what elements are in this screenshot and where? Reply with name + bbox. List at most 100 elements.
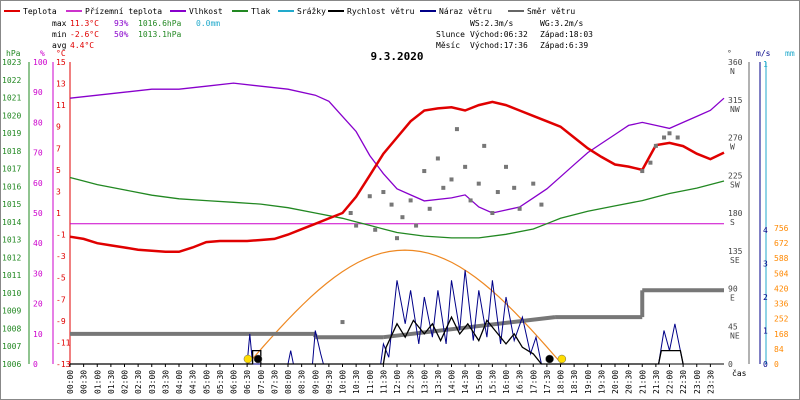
wind-direction-point: [539, 202, 544, 207]
tick-hpa: 1007: [2, 342, 21, 351]
wind-direction-point: [648, 160, 653, 165]
tick-hpa: 1011: [2, 271, 21, 280]
wind-direction-point: [395, 236, 399, 241]
wind-direction-point: [373, 227, 378, 232]
moon-rise: Východ:17:36: [470, 41, 528, 50]
wind-direction-point: [449, 177, 454, 182]
sun-moon-marker: [243, 354, 253, 364]
tick-pct: 70: [33, 149, 43, 158]
sun-set: Západ:18:03: [540, 30, 593, 39]
wind-ws: WS:2.3m/s: [470, 19, 514, 28]
tick-temp: -3: [56, 252, 66, 261]
tick-hpa: 1006: [2, 360, 21, 369]
tick-deg: 0: [728, 360, 733, 369]
tick-deg: 135: [728, 247, 743, 256]
stat-max-hum: 93%: [114, 19, 129, 28]
tick-pct: 30: [33, 269, 43, 278]
tick-pct: 50: [33, 209, 43, 218]
axis-pct-label: %: [40, 49, 45, 58]
tick-dir: S: [730, 218, 735, 227]
tick-pct: 60: [33, 179, 43, 188]
wind-direction-point: [662, 135, 667, 140]
tick-mm: 84: [774, 345, 784, 354]
tick-time: 03:00: [148, 370, 157, 394]
tick-time: 02:30: [134, 370, 143, 394]
tick-temp: -7: [56, 295, 66, 304]
tick-time: 11:30: [379, 370, 388, 394]
tick-mm: 672: [774, 239, 789, 248]
tick-hpa: 1023: [2, 58, 21, 67]
tick-temp: 13: [56, 80, 66, 89]
tick-temp: 9: [56, 123, 61, 132]
sun-moon-marker: [557, 354, 567, 364]
axis-c-label: °C: [56, 49, 66, 58]
stat-max-rain: 0.0mm: [196, 19, 220, 28]
moon-set: Západ:6:39: [540, 41, 588, 50]
legend-label: Náraz větru: [439, 7, 492, 16]
tick-time: 13:30: [434, 370, 443, 394]
tick-time: 04:00: [175, 370, 184, 394]
tick-time: 17:00: [529, 370, 538, 394]
tick-temp: 3: [56, 187, 61, 196]
sun-elevation-line: [247, 249, 563, 365]
tick-time: 06:00: [230, 370, 239, 394]
tick-temp: -1: [56, 231, 66, 240]
tick-deg: 45: [728, 322, 738, 331]
tick-time: 04:30: [189, 370, 198, 394]
wind-direction-point: [408, 198, 413, 203]
temperature-line: [69, 100, 725, 254]
sun-moon-marker: [545, 354, 554, 364]
legend-label: Srážky: [297, 7, 326, 16]
tick-time: 21:00: [638, 370, 647, 394]
tick-deg: 90: [728, 285, 738, 294]
stat-avg-temp: 4.4°C: [70, 41, 94, 50]
axis-deg-label: °: [727, 49, 732, 58]
tick-time: 01:00: [93, 370, 102, 394]
tick-mm: 168: [774, 330, 789, 339]
tick-hpa: 1012: [2, 253, 21, 262]
stat-min-hum: 50%: [114, 30, 129, 39]
wind-wg: WG:3.2m/s: [540, 19, 584, 28]
tick-deg: 225: [728, 171, 743, 180]
wind-direction-point: [463, 164, 468, 169]
wind-direction-point: [517, 206, 522, 211]
tick-time: 19:00: [584, 370, 593, 394]
wind-direction-point: [414, 223, 419, 228]
tick-dir: W: [730, 143, 735, 152]
stat-min-temp: -2.6°C: [70, 30, 99, 39]
wind-direction-point: [504, 164, 508, 169]
tick-time: 15:30: [488, 370, 497, 394]
sun-rise: Východ:06:32: [470, 30, 528, 39]
tick-time: 03:30: [161, 370, 170, 394]
tick-hpa: 1008: [2, 324, 21, 333]
tick-hpa: 1009: [2, 307, 21, 316]
tick-hpa: 1021: [2, 94, 21, 103]
tick-deg: 315: [728, 96, 743, 105]
tick-deg: 360: [728, 58, 743, 67]
tick-mm: 336: [774, 300, 789, 309]
wind-average-segment: [383, 315, 556, 340]
tick-time: 02:00: [121, 370, 130, 394]
tick-pct: 100: [33, 58, 48, 67]
wind-direction-point: [495, 190, 500, 195]
tick-temp: 5: [56, 166, 61, 175]
legend-label: Směr větru: [527, 7, 575, 16]
tick-dir: N: [730, 67, 735, 76]
x-axis-label: čas: [732, 368, 747, 378]
tick-time: 09:30: [325, 370, 334, 394]
tick-time: 05:00: [202, 370, 211, 394]
tick-time: 17:30: [543, 370, 552, 394]
tick-ms: 1: [763, 327, 768, 336]
tick-hpa: 1015: [2, 200, 21, 209]
tick-pct: 40: [33, 239, 43, 248]
tick-time: 10:30: [352, 370, 361, 394]
tick-pct: 0: [33, 360, 38, 369]
tick-time: 09:00: [311, 370, 320, 394]
tick-hpa: 1014: [2, 218, 21, 227]
tick-time: 18:30: [570, 370, 579, 394]
tick-temp: -11: [56, 338, 71, 347]
tick-deg: 180: [728, 209, 743, 218]
tick-time: 08:30: [298, 370, 307, 394]
tick-time: 10:00: [339, 370, 348, 394]
